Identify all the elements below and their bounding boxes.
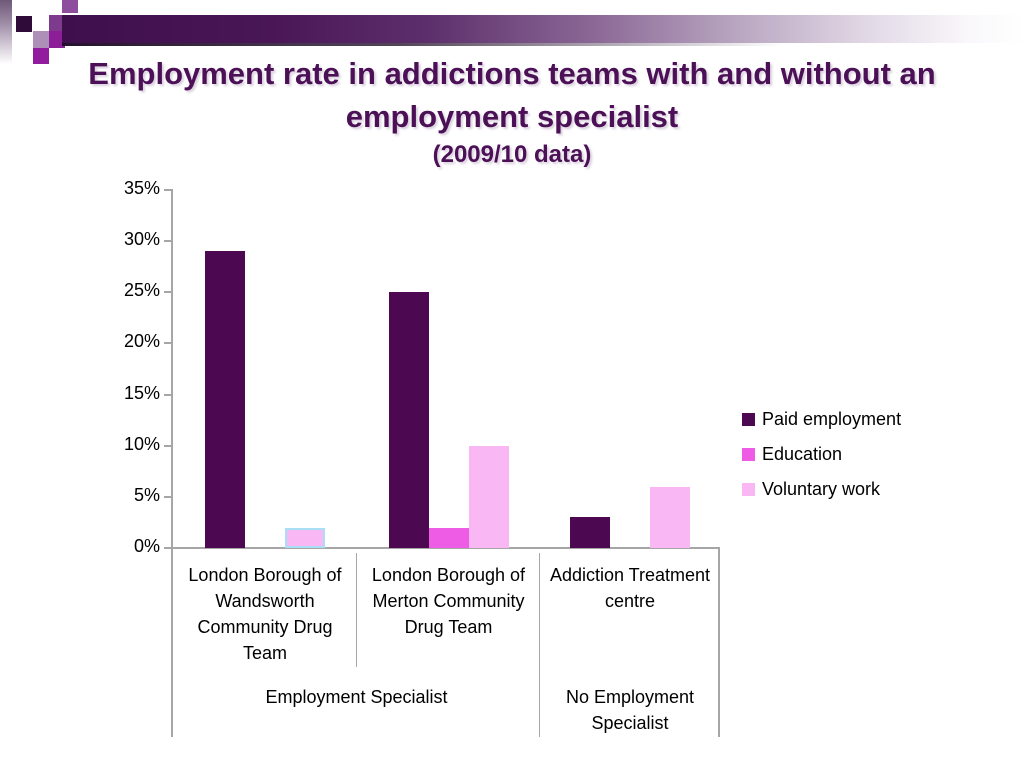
y-axis-tick-label: 5%	[133, 484, 160, 505]
decor-square	[49, 31, 65, 48]
legend-swatch-icon	[742, 483, 755, 496]
category-label-line: Wandsworth	[215, 591, 315, 611]
slide-title: Employment rate in addictions teams with…	[0, 52, 1024, 172]
category-label: London Borough of Merton Community Drug Te…	[359, 562, 538, 640]
category-separator	[356, 553, 357, 667]
y-axis-tick-mark	[164, 291, 173, 294]
y-axis-tick-mark	[164, 547, 173, 549]
category-label: Addiction Treatment centre	[542, 562, 718, 614]
decor-square	[49, 15, 65, 32]
y-axis-line	[171, 189, 173, 737]
legend-swatch-icon	[742, 448, 755, 461]
bar-paid-employment	[389, 292, 429, 548]
bar-paid-employment	[205, 251, 245, 548]
decor-square	[33, 31, 49, 48]
bar-voluntary-work	[650, 487, 690, 548]
y-axis-tick-label: 15%	[123, 382, 160, 403]
y-axis-tick-mark	[164, 240, 173, 243]
bar-voluntary-work	[469, 446, 509, 548]
slide-title-line1: Employment rate in addictions teams with…	[88, 56, 936, 91]
legend: Paid employment Education Voluntary work	[742, 408, 972, 513]
decor-square	[16, 16, 32, 32]
category-label-line: London Borough of	[371, 565, 526, 585]
label-area-right-border	[718, 547, 720, 737]
y-axis-tick-label: 30%	[123, 229, 160, 250]
category-label-line: Drug Team	[404, 617, 493, 637]
category-label-line: centre	[604, 591, 656, 611]
group-label-line: No Employment	[565, 687, 695, 707]
y-axis-tick-mark	[164, 495, 173, 498]
top-bar-shadow-line	[62, 43, 1024, 46]
decor-square	[62, 0, 78, 13]
legend-label: Paid employment	[762, 409, 902, 429]
slide-title-line2: employment specialist	[345, 99, 679, 134]
y-axis-tick-mark	[164, 393, 173, 396]
legend-item: Voluntary work	[742, 478, 972, 501]
y-axis-tick-label: 20%	[123, 331, 160, 352]
legend-label: Education	[762, 444, 843, 464]
decor-square	[33, 48, 49, 64]
group-label: Employment Specialist	[173, 684, 540, 710]
legend-label: Voluntary work	[762, 479, 881, 499]
y-axis-tick-mark	[164, 444, 173, 447]
y-axis-tick-mark	[164, 189, 173, 191]
top-gradient-bar	[62, 15, 1024, 43]
category-label-line: Community Drug	[197, 617, 333, 637]
slide-title-line3: (2009/10 data)	[432, 141, 592, 168]
category-label-line: Addiction Treatment	[549, 565, 711, 585]
y-axis-tick-label: 25%	[123, 280, 160, 301]
y-axis-tick-label: 0%	[133, 536, 160, 556]
group-label: No Employment Specialist	[540, 684, 720, 736]
group-separator	[539, 553, 540, 737]
legend-item: Education	[742, 443, 972, 466]
x-axis-line	[171, 547, 720, 549]
y-axis-tick-label: 35%	[123, 178, 160, 198]
corner-gradient-strip	[0, 0, 12, 64]
category-label-line: Merton Community	[372, 591, 525, 611]
y-axis-tick-label: 10%	[123, 433, 160, 454]
group-label-line: Specialist	[591, 713, 669, 733]
bar-education	[429, 528, 469, 548]
category-label: London Borough of Wandsworth Community Dru…	[175, 562, 355, 666]
legend-item: Paid employment	[742, 408, 972, 431]
legend-swatch-icon	[742, 413, 755, 426]
bar-voluntary-work	[285, 528, 325, 548]
category-label-line: London Borough of	[188, 565, 342, 585]
bar-paid-employment	[570, 517, 610, 548]
y-axis-tick-mark	[164, 342, 173, 345]
group-label-line: Employment Specialist	[265, 687, 448, 707]
category-label-line: Team	[242, 643, 287, 663]
